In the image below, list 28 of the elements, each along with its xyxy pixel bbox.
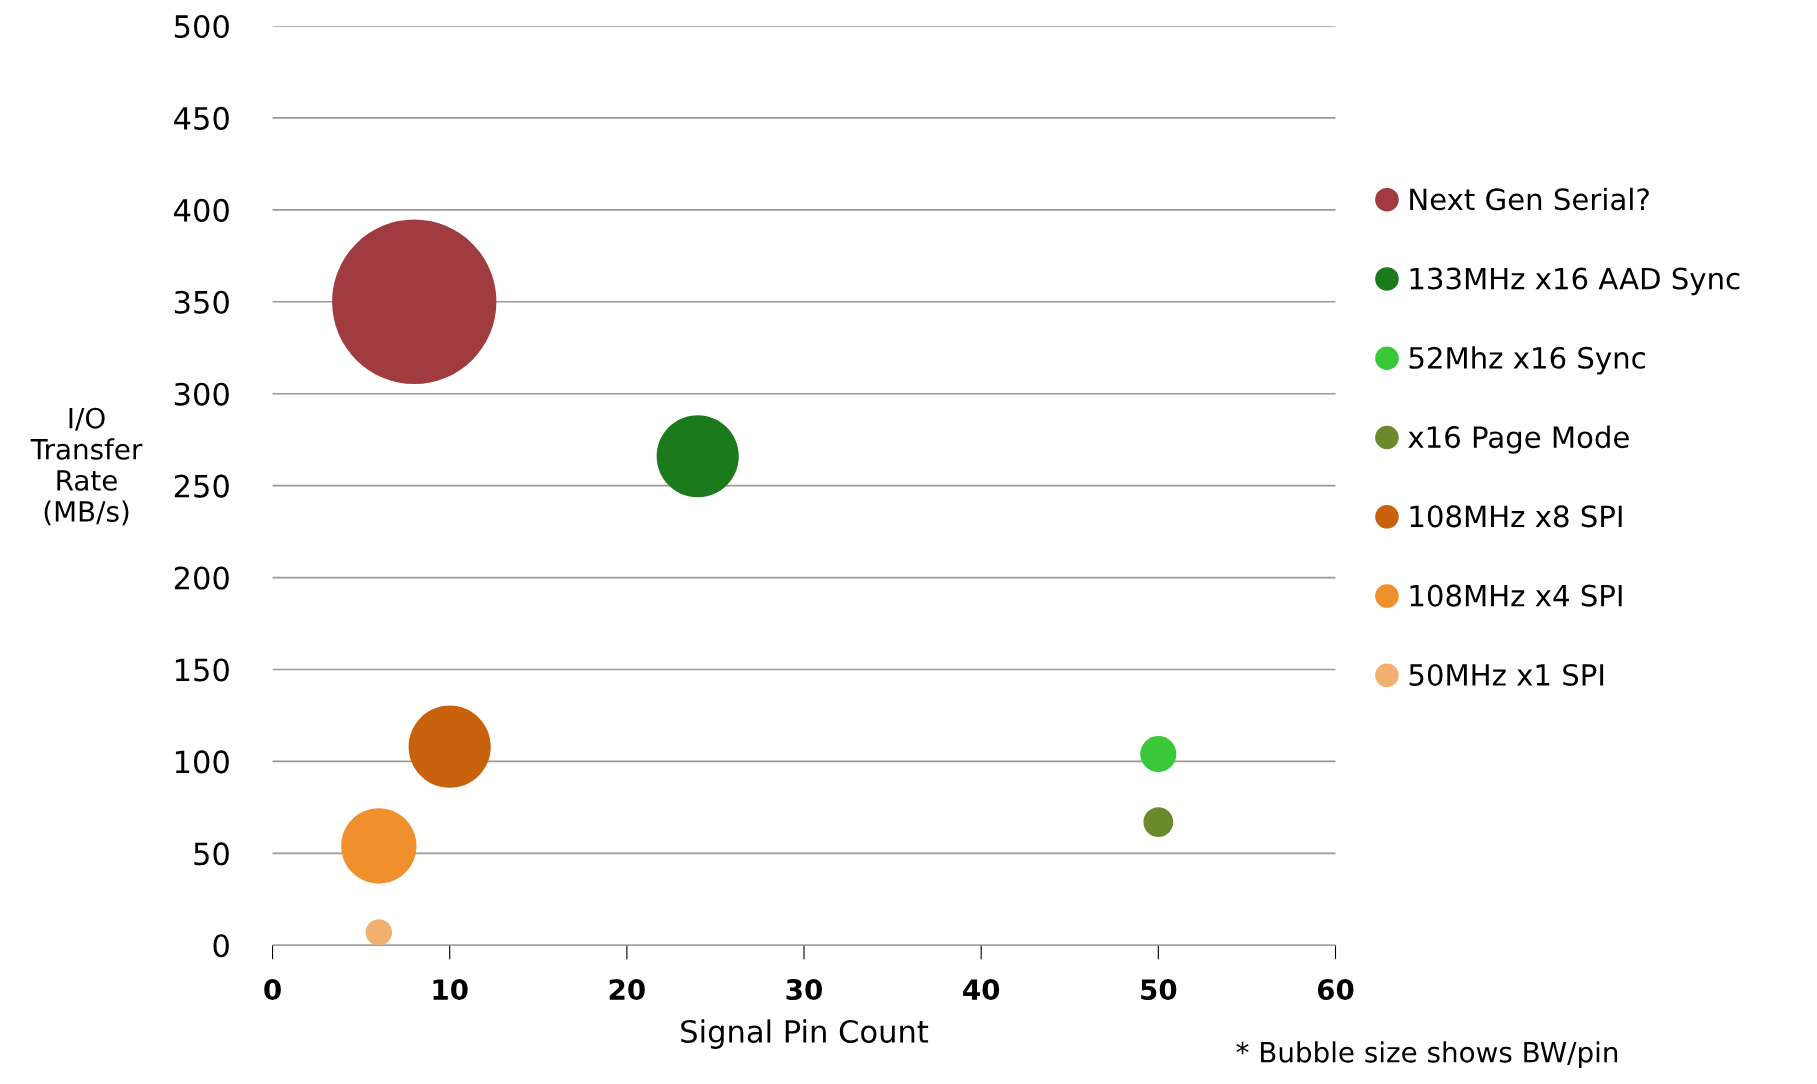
text: * Bubble size shows BW/pin: [1236, 1041, 1618, 1069]
y-tick-label: 350: [174, 290, 229, 314]
x-tick-label: 60: [1317, 979, 1354, 1001]
y-tick-label: 500: [174, 14, 229, 39]
x-tick-label: 0: [264, 979, 281, 1001]
legend-label: Next Gen Serial?: [1410, 187, 1649, 211]
legend-label: x16 Page Mode: [1408, 425, 1629, 454]
y-tick-label: 300: [174, 382, 229, 406]
x-axis-title: Signal Pin Count: [681, 1019, 929, 1049]
x-tick-label: 30: [786, 979, 823, 1001]
y-axis-title: I/O Transfer Rate (MB/s): [30, 407, 143, 526]
y-tick-label: 200: [174, 566, 229, 590]
legend-label: 50MHz x1 SPI: [1409, 663, 1604, 686]
legend-label: 108MHz x4 SPI: [1410, 584, 1622, 607]
legend-label: 52Mhz x16 Sync: [1409, 346, 1645, 375]
legend-label: 133MHz x16 AAD Sync: [1410, 267, 1740, 296]
legend-label: 108MHz x8 SPI: [1410, 505, 1622, 528]
y-tick-label: 0: [213, 934, 229, 958]
y-tick-label: 50: [194, 842, 229, 866]
x-tick-label: 10: [433, 979, 468, 1001]
y-tick-label: 450: [174, 106, 229, 130]
y-tick-label: 100: [175, 750, 229, 774]
x-tick-label: 40: [963, 979, 1000, 1001]
x-tick-label: 20: [609, 979, 645, 1001]
x-tick-label: 50: [1141, 979, 1177, 1001]
y-tick-label: 400: [174, 198, 229, 222]
y-tick-label: 250: [174, 474, 229, 498]
y-tick-label: 150: [175, 658, 229, 682]
